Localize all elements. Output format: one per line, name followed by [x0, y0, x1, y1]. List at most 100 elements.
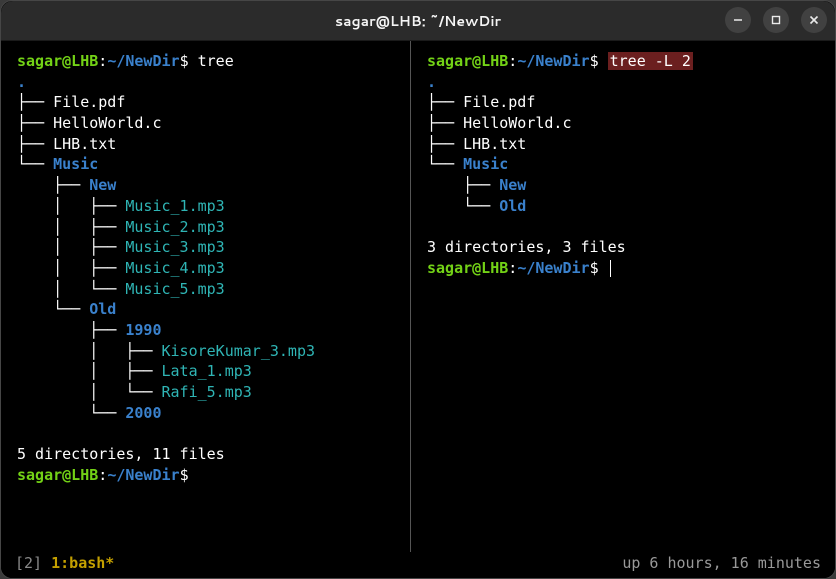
tree-line: └── 2000 — [17, 403, 398, 424]
tree-prefix: │ ├── — [17, 362, 162, 380]
prompt-user: sagar@LHB — [427, 259, 508, 277]
tree-line: ├── File.pdf — [17, 92, 398, 113]
tree-line: │ └── Rafi_5.mp3 — [17, 382, 398, 403]
tree-line: ├── HelloWorld.c — [427, 113, 823, 134]
tree-prefix: ├── — [17, 176, 89, 194]
pane-left[interactable]: sagar@LHB:~/NewDir$ tree.├── File.pdf├──… — [1, 41, 411, 552]
prompt-symbol: $ — [180, 52, 198, 70]
prompt-path: ~/NewDir — [107, 466, 179, 484]
prompt-path: ~/NewDir — [517, 52, 589, 70]
prompt-symbol: $ — [590, 52, 608, 70]
tree-line: ├── LHB.txt — [17, 134, 398, 155]
prompt-line: sagar@LHB:~/NewDir$ — [427, 258, 823, 279]
tree-root-dot: . — [17, 72, 398, 93]
command-text: tree -L 2 — [608, 52, 693, 70]
tree-file: File.pdf — [53, 93, 125, 111]
close-icon — [809, 15, 819, 25]
tree-prefix: └── — [427, 155, 463, 173]
tree-summary: 3 directories, 3 files — [427, 237, 823, 258]
tree-summary: 5 directories, 11 files — [17, 444, 398, 465]
window-title: sagar@LHB: ~/NewDir — [335, 11, 501, 31]
tree-line: ├── LHB.txt — [427, 134, 823, 155]
tree-directory: Music — [53, 155, 98, 173]
tree-directory: New — [89, 176, 116, 194]
maximize-icon — [771, 15, 781, 25]
window-controls — [725, 7, 827, 33]
tree-directory: 2000 — [125, 404, 161, 422]
tree-file: HelloWorld.c — [53, 114, 161, 132]
status-right: up 6 hours, 16 minutes — [622, 554, 821, 572]
tree-prefix: ├── — [427, 135, 463, 153]
tree-audio-file: Rafi_5.mp3 — [162, 383, 252, 401]
terminal-window: sagar@LHB: ~/NewDir sagar@LHB:~/NewDir$ … — [0, 0, 836, 579]
prompt-user: sagar@LHB — [17, 52, 98, 70]
tree-file: LHB.txt — [53, 135, 116, 153]
blank-line — [427, 217, 823, 238]
tree-prefix: ├── — [427, 114, 463, 132]
tree-prefix: └── — [17, 155, 53, 173]
tree-line: │ ├── Music_1.mp3 — [17, 196, 398, 217]
tree-prefix: ├── — [17, 321, 125, 339]
tree-file: File.pdf — [463, 93, 535, 111]
close-button[interactable] — [801, 7, 827, 33]
tree-directory: Music — [463, 155, 508, 173]
tmux-panes: sagar@LHB:~/NewDir$ tree.├── File.pdf├──… — [1, 41, 835, 552]
tree-line: └── Music — [17, 154, 398, 175]
tree-audio-file: Music_1.mp3 — [125, 197, 224, 215]
tree-prefix: ├── — [17, 114, 53, 132]
minimize-icon — [733, 15, 743, 25]
tree-audio-file: Lata_1.mp3 — [162, 362, 252, 380]
tree-line: │ ├── Lata_1.mp3 — [17, 361, 398, 382]
prompt-sep: : — [508, 52, 517, 70]
tree-prefix: │ └── — [17, 280, 125, 298]
tree-line: ├── File.pdf — [427, 92, 823, 113]
prompt-sep: : — [98, 466, 107, 484]
tree-directory: 1990 — [125, 321, 161, 339]
blank-line — [17, 423, 398, 444]
prompt-path: ~/NewDir — [517, 259, 589, 277]
tree-file: LHB.txt — [463, 135, 526, 153]
tree-audio-file: Music_5.mp3 — [125, 280, 224, 298]
prompt-sep: : — [98, 52, 107, 70]
minimize-button[interactable] — [725, 7, 751, 33]
command-text: tree — [198, 52, 234, 70]
tree-prefix: └── — [17, 300, 89, 318]
tree-line: ├── HelloWorld.c — [17, 113, 398, 134]
tree-line: └── Music — [427, 154, 823, 175]
tree-root-dot: . — [427, 72, 823, 93]
status-left: [2] 1:bash* — [15, 554, 114, 572]
cursor — [610, 260, 611, 277]
terminal-area[interactable]: sagar@LHB:~/NewDir$ tree.├── File.pdf├──… — [1, 41, 835, 578]
prompt-symbol: $ — [180, 466, 198, 484]
tree-line: │ └── Music_5.mp3 — [17, 279, 398, 300]
tree-line: └── Old — [17, 299, 398, 320]
prompt-path: ~/NewDir — [107, 52, 179, 70]
tree-line: └── Old — [427, 196, 823, 217]
tree-audio-file: Music_2.mp3 — [125, 218, 224, 236]
tree-audio-file: KisoreKumar_3.mp3 — [162, 342, 316, 360]
prompt-symbol: $ — [590, 259, 608, 277]
tree-line: │ ├── KisoreKumar_3.mp3 — [17, 341, 398, 362]
tree-audio-file: Music_4.mp3 — [125, 259, 224, 277]
tree-prefix: │ ├── — [17, 218, 125, 236]
status-session: 1:bash* — [51, 554, 114, 572]
tmux-statusbar: [2] 1:bash* up 6 hours, 16 minutes — [1, 552, 835, 578]
tree-prefix: ├── — [427, 176, 499, 194]
titlebar: sagar@LHB: ~/NewDir — [1, 1, 835, 41]
tree-prefix: │ ├── — [17, 342, 162, 360]
tree-prefix: ├── — [17, 135, 53, 153]
tree-line: ├── 1990 — [17, 320, 398, 341]
tree-audio-file: Music_3.mp3 — [125, 238, 224, 256]
tree-prefix: └── — [17, 404, 125, 422]
maximize-button[interactable] — [763, 7, 789, 33]
tree-prefix: │ ├── — [17, 197, 125, 215]
tree-line: │ ├── Music_3.mp3 — [17, 237, 398, 258]
prompt-user: sagar@LHB — [17, 466, 98, 484]
tree-prefix: │ ├── — [17, 259, 125, 277]
prompt-line: sagar@LHB:~/NewDir$ tree — [17, 51, 398, 72]
pane-right[interactable]: sagar@LHB:~/NewDir$ tree -L 2.├── File.p… — [411, 41, 835, 552]
tree-prefix: │ └── — [17, 383, 162, 401]
prompt-line: sagar@LHB:~/NewDir$ — [17, 465, 398, 486]
prompt-line: sagar@LHB:~/NewDir$ tree -L 2 — [427, 51, 823, 72]
tree-line: │ ├── Music_2.mp3 — [17, 217, 398, 238]
